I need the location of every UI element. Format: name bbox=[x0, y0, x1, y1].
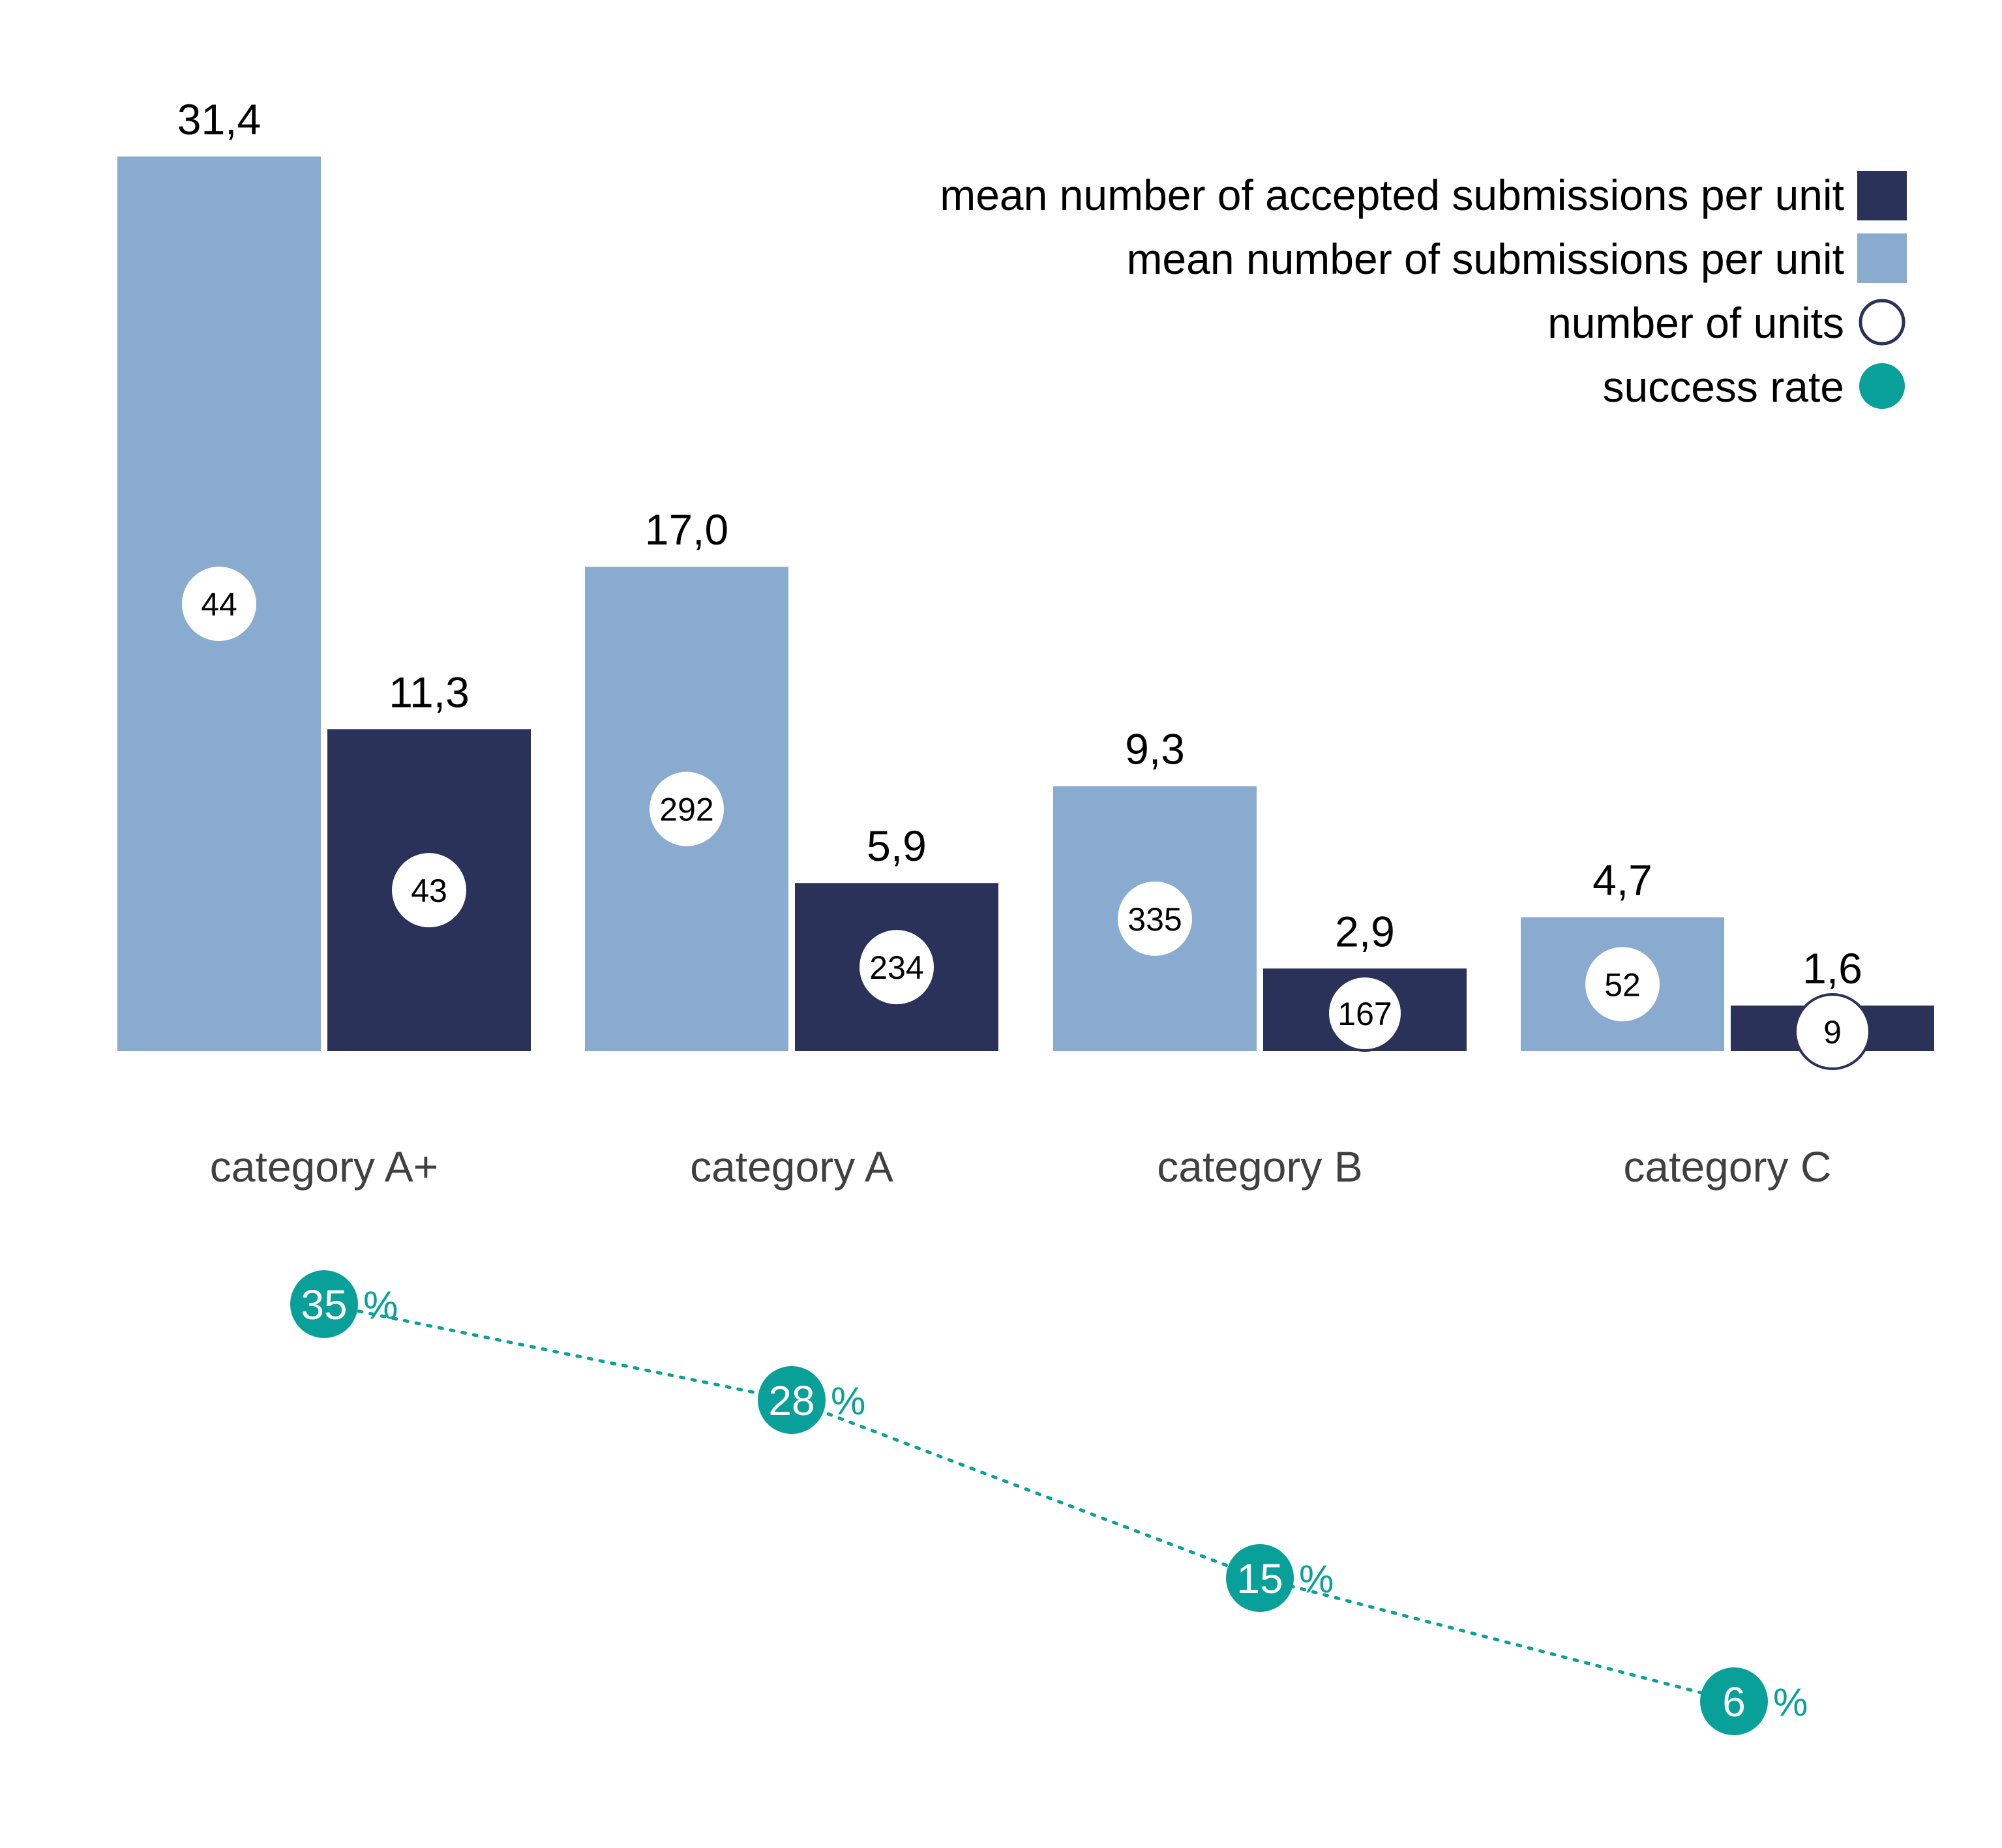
category-label-1: category A+ bbox=[210, 1142, 438, 1191]
units-marker-submissions-4 bbox=[1585, 947, 1660, 1022]
success-rate-value-4: 6 bbox=[1722, 1678, 1746, 1725]
success-rate-point-4 bbox=[1700, 1667, 1768, 1735]
units-marker-accepted-1 bbox=[392, 853, 466, 928]
units-label-submissions-3: 335 bbox=[1128, 901, 1182, 938]
units-label-accepted-3: 167 bbox=[1337, 996, 1392, 1032]
value-label-accepted-3: 2,9 bbox=[1335, 907, 1395, 955]
value-label-accepted-4: 1,6 bbox=[1802, 944, 1862, 992]
value-label-submissions-1: 31,4 bbox=[177, 95, 261, 143]
value-label-accepted-1: 11,3 bbox=[389, 668, 470, 716]
units-label-submissions-2: 292 bbox=[659, 792, 713, 828]
success-rate-value-2: 28 bbox=[768, 1377, 814, 1424]
success-rate-value-3: 15 bbox=[1236, 1555, 1283, 1602]
units-label-accepted-4: 9 bbox=[1823, 1014, 1842, 1051]
units-marker-accepted-3 bbox=[1326, 975, 1403, 1052]
legend-label-success-rate: success rate bbox=[1603, 363, 1844, 411]
units-marker-submissions-1 bbox=[182, 567, 256, 641]
success-rate-unit-3: % bbox=[1299, 1557, 1334, 1601]
success-rate-value-1: 35 bbox=[301, 1281, 347, 1328]
success-rate-unit-2: % bbox=[831, 1379, 865, 1423]
units-marker-accepted-4 bbox=[1794, 993, 1871, 1070]
value-label-accepted-2: 5,9 bbox=[867, 822, 927, 870]
units-label-accepted-1: 43 bbox=[411, 872, 447, 909]
success-rate-point-1 bbox=[290, 1270, 358, 1338]
legend-label-accepted: mean number of accepted submissions per … bbox=[940, 171, 1844, 219]
success-rate-unit-1: % bbox=[363, 1283, 398, 1327]
value-label-submissions-4: 4,7 bbox=[1592, 856, 1652, 904]
units-marker-submissions-3 bbox=[1118, 881, 1192, 956]
bars bbox=[117, 156, 1934, 1051]
legend-label-units: number of units bbox=[1547, 299, 1844, 347]
units-marker-submissions-2 bbox=[650, 771, 724, 846]
category-label-4: category C bbox=[1623, 1142, 1831, 1191]
unit-markers: 44 43 292 234 335 167 52 9 bbox=[182, 567, 1871, 1070]
success-rate-line bbox=[322, 1302, 1736, 1703]
legend-swatch-submissions bbox=[1857, 233, 1907, 283]
success-rate-unit-4: % bbox=[1773, 1680, 1808, 1724]
units-marker-accepted-2 bbox=[859, 930, 934, 1005]
legend-label-submissions: mean number of submissions per unit bbox=[1126, 235, 1844, 283]
legend-marker-units bbox=[1859, 299, 1905, 346]
success-rate-point-3 bbox=[1226, 1544, 1294, 1612]
value-label-submissions-3: 9,3 bbox=[1125, 725, 1185, 773]
units-label-accepted-2: 234 bbox=[869, 949, 923, 986]
success-rate-series: 35 % 28 % 15 % 6% bbox=[290, 1270, 1808, 1735]
category-label-3: category B bbox=[1157, 1142, 1363, 1191]
success-rate-point-2 bbox=[758, 1366, 826, 1434]
value-label-submissions-2: 17,0 bbox=[645, 505, 728, 554]
category-labels: category A+ category A category B category … bbox=[210, 1142, 1832, 1191]
category-label-2: category A bbox=[690, 1142, 893, 1191]
value-labels: 31,4 11,3 17,0 5,9 9,3 2,9 4,7 1,6 bbox=[177, 95, 1862, 992]
legend-swatch-accepted bbox=[1857, 171, 1907, 220]
units-label-submissions-4: 52 bbox=[1604, 966, 1641, 1003]
legend-marker-success-rate bbox=[1859, 363, 1905, 409]
units-label-submissions-1: 44 bbox=[201, 586, 237, 623]
legend: mean number of accepted submissions per … bbox=[940, 171, 1907, 411]
